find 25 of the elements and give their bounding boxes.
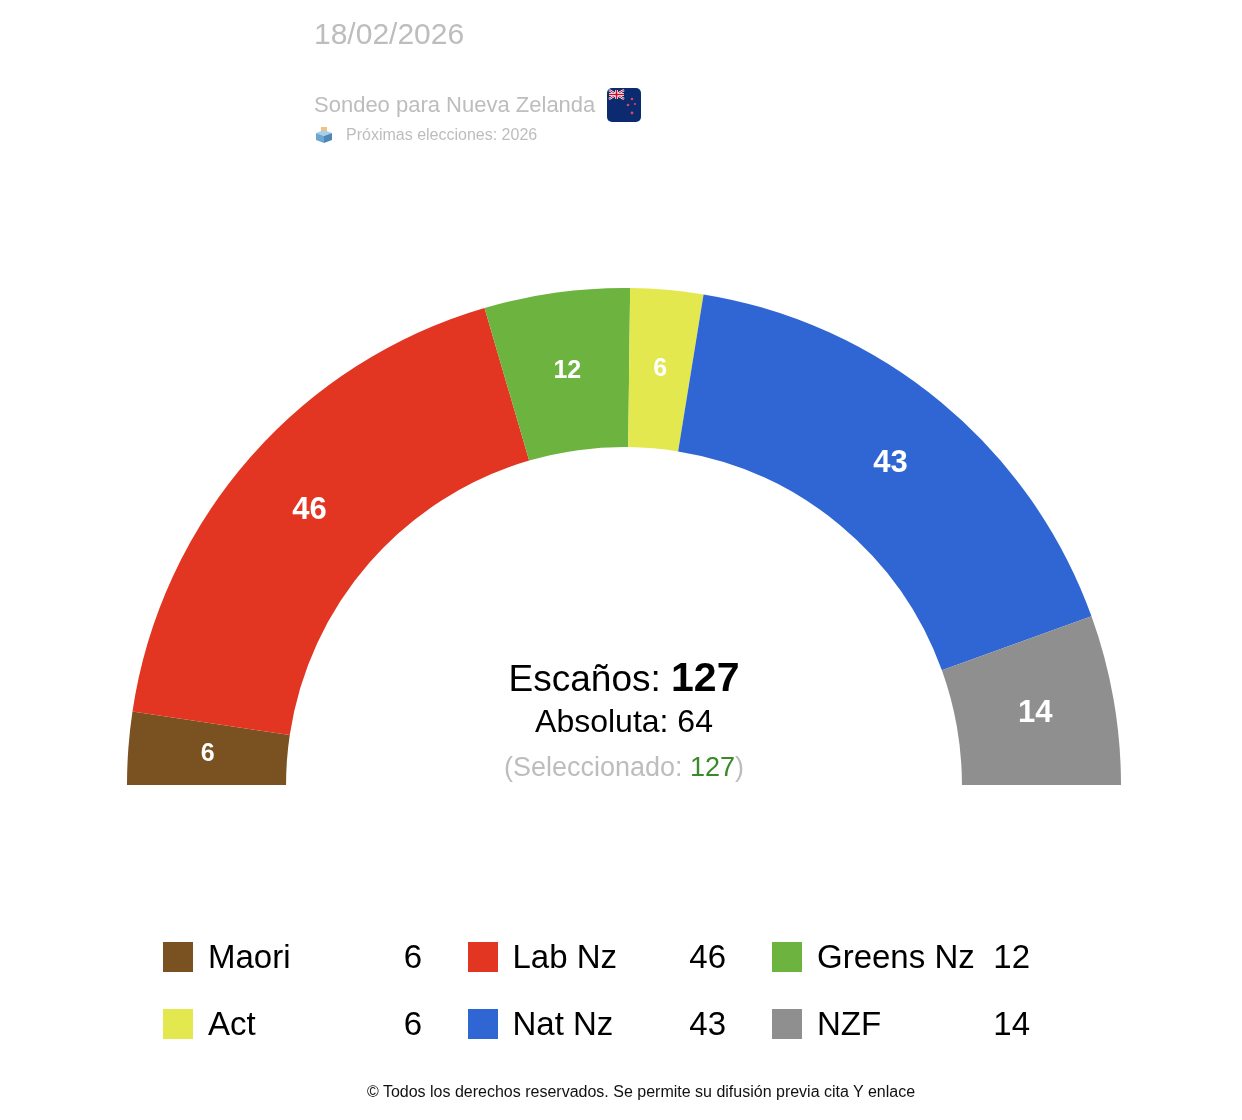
data-label: 14	[1017, 693, 1054, 729]
legend-label: Lab Nz	[512, 937, 618, 977]
data-label: 12	[553, 355, 582, 384]
text: Absoluta: 64	[535, 703, 713, 739]
data-label: 6	[200, 737, 215, 766]
text: 46	[689, 938, 726, 975]
legend-label: Maori	[208, 937, 291, 977]
chart-title: 18/02/2026	[314, 16, 465, 52]
text: 14	[993, 1005, 1030, 1042]
data-label: 46	[292, 491, 327, 527]
data-label: 6	[653, 352, 668, 381]
legend-label: Act	[208, 1004, 256, 1044]
legend-label: NZF	[817, 1004, 882, 1044]
text: (Seleccionado: 127)	[503, 752, 745, 782]
data-label: 43	[873, 444, 908, 480]
text: 6	[403, 938, 422, 975]
text: Escaños: 127	[508, 654, 740, 700]
text: © Todos los derechos reservados. Se permite su difusión previa cita Y enlace	[365, 1082, 917, 1102]
text: Próximas elecciones: 2026	[346, 125, 538, 145]
text: 12	[993, 938, 1030, 975]
legend-label: Nat Nz	[512, 1004, 614, 1044]
legend-label: Greens Nz	[817, 937, 975, 977]
text: 6	[403, 1005, 422, 1042]
chart-subtitle: Sondeo para Nueva Zelanda	[314, 91, 596, 119]
text: 43	[689, 1005, 726, 1042]
